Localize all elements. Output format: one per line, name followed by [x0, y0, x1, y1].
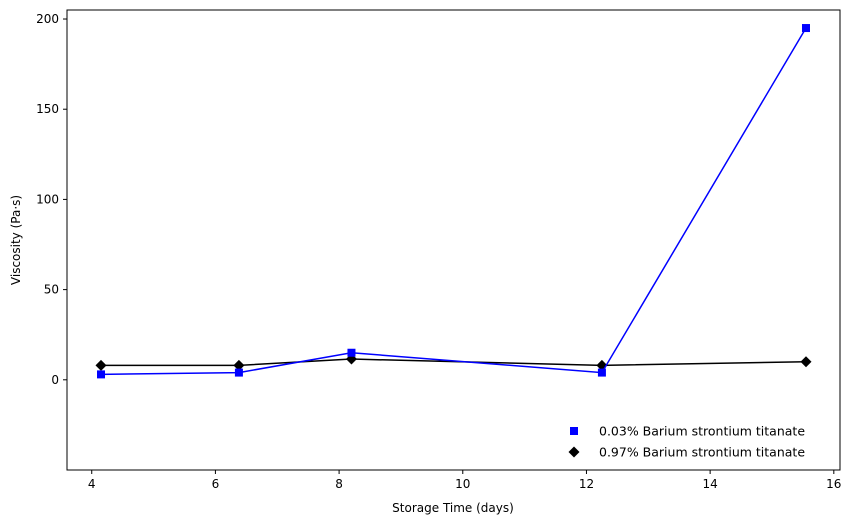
y-axis-ticks: 0 50 100 150 200 [36, 12, 67, 387]
y-tick-label: 150 [36, 102, 59, 116]
legend-marker [568, 446, 580, 458]
legend-marker [570, 427, 578, 435]
data-point [95, 359, 107, 371]
x-axis-label: Storage Time (days) [392, 501, 514, 515]
y-tick-label: 0 [51, 373, 59, 387]
x-tick-label: 16 [826, 477, 841, 491]
y-tick-label: 200 [36, 12, 59, 26]
x-tick-label: 14 [702, 477, 717, 491]
data-point [597, 368, 606, 377]
legend-label: 0.97% Barium strontium titanate [599, 445, 805, 460]
data-point [234, 368, 243, 377]
y-tick-label: 50 [44, 283, 59, 297]
x-tick-label: 10 [455, 477, 470, 491]
legend-entry: 0.97% Barium strontium titanate [568, 445, 805, 460]
plot-area [66, 9, 841, 471]
x-tick-label: 12 [579, 477, 594, 491]
legend-label: 0.03% Barium strontium titanate [599, 424, 805, 439]
x-tick-label: 6 [212, 477, 220, 491]
series-layer [95, 24, 812, 379]
y-tick-label: 100 [36, 192, 59, 206]
y-axis-label: Viscosity (Pa·s) [9, 195, 23, 285]
x-tick-label: 4 [88, 477, 96, 491]
data-point [233, 359, 245, 371]
x-axis-ticks: 4 6 8 10 12 14 16 [88, 470, 841, 491]
data-point [800, 356, 812, 368]
legend-entry: 0.03% Barium strontium titanate [570, 424, 805, 439]
data-point [347, 348, 356, 357]
x-tick-label: 8 [335, 477, 343, 491]
legend: 0.03% Barium strontium titanate 0.97% Bar… [568, 424, 805, 460]
data-point [97, 370, 106, 379]
data-point [801, 24, 810, 33]
